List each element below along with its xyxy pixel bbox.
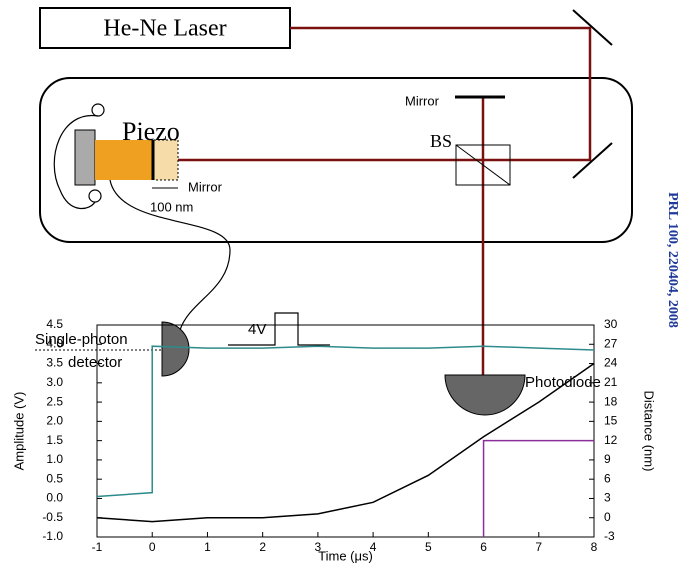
y2-tick-label: 15: [604, 414, 618, 428]
mirror: [572, 142, 613, 179]
chart: -1 0 1 2 3 4 5 6 7 8-1.0-0.50.00.51.01.52.02.53.0…: [11, 317, 656, 563]
y2-tick-label: 3: [604, 491, 611, 505]
y-tick-label: -1.0: [42, 529, 63, 543]
pulse: [228, 312, 330, 346]
laser-beam: [160, 26, 592, 162]
y-tick-label: 2.5: [46, 394, 63, 408]
piezo-label: Piezo: [122, 117, 180, 146]
enclosure: [39, 77, 633, 243]
beam-splitter: [455, 144, 511, 186]
y-tick-label: 0.0: [46, 491, 63, 505]
y2-tick-label: 24: [604, 356, 618, 370]
y-axis-title: Amplitude (V): [11, 392, 26, 471]
wire: [53, 115, 99, 209]
series-line: [96, 362, 595, 523]
y-tick-label: 0.5: [46, 471, 63, 485]
laser-label: He-Ne Laser: [103, 16, 226, 42]
displacement-label: 100 nm: [150, 199, 193, 214]
y2-tick-label: 30: [604, 317, 618, 331]
x-tick-label: 6: [480, 540, 487, 554]
plot-frame: [96, 324, 595, 538]
x-tick-label: 2: [259, 540, 266, 554]
detector-label: detector: [68, 354, 122, 371]
mirror-label: Mirror: [188, 179, 223, 194]
detector-label: Single-photon: [35, 331, 128, 348]
x-tick-label: 1: [204, 540, 211, 554]
y-tick-label: 4.0: [46, 336, 63, 350]
x-tick-label: -1: [92, 540, 103, 554]
electrode: [88, 189, 102, 203]
mirror: [572, 9, 613, 46]
mirror-label: Mirror: [405, 93, 440, 108]
y2-tick-label: 6: [604, 471, 611, 485]
y-tick-label: 4.5: [46, 317, 63, 331]
detector: [161, 321, 190, 377]
pulse-label: 4V: [248, 321, 266, 338]
y2-tick-label: 9: [604, 452, 611, 466]
y2-tick-label: -3: [604, 529, 615, 543]
wire: [109, 179, 231, 331]
y-tick-label: 3.0: [46, 375, 63, 389]
citation: PRL 100, 220404, 2008: [665, 192, 680, 328]
photodiode: [444, 374, 526, 416]
y2-tick-label: 27: [604, 336, 618, 350]
x-tick-label: 4: [370, 540, 377, 554]
x-tick-label: 3: [315, 540, 322, 554]
piezo-base: [74, 129, 96, 186]
y2-axis-title: Distance (nm): [642, 391, 657, 472]
x-tick-label: 5: [425, 540, 432, 554]
y-tick-label: 2.0: [46, 414, 63, 428]
y2-tick-label: 12: [604, 433, 618, 447]
y-tick-label: -0.5: [42, 510, 63, 524]
x-tick-label: 0: [149, 540, 156, 554]
x-tick-label: 7: [535, 540, 542, 554]
series-line: [482, 439, 594, 537]
y-tick-label: 1.0: [46, 452, 63, 466]
laser-box: [39, 7, 291, 49]
y2-tick-label: 18: [604, 394, 618, 408]
x-tick-label: 8: [591, 540, 598, 554]
photodiode-label: Photodiode: [525, 374, 601, 391]
beam-splitter: [455, 144, 511, 186]
y-tick-label: 3.5: [46, 356, 63, 370]
piezo: [95, 140, 152, 180]
y-tick-label: 1.5: [46, 433, 63, 447]
piezo-extension: [153, 139, 179, 181]
series-line: [96, 345, 595, 498]
electrode: [91, 103, 105, 117]
y2-tick-label: 21: [604, 375, 618, 389]
x-axis-title: Time (μs): [318, 548, 373, 563]
bs-label: BS: [430, 131, 452, 151]
y2-tick-label: 0: [604, 510, 611, 524]
